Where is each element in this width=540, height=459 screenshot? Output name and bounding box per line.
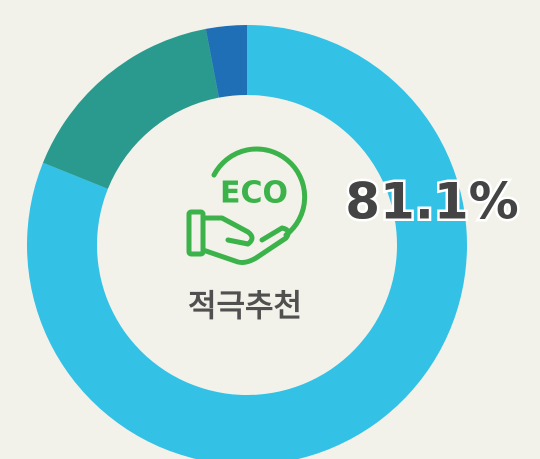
icon-text: ECO bbox=[220, 176, 288, 211]
icon-hand bbox=[200, 215, 291, 265]
slice bbox=[205, 25, 247, 98]
eco-icon bbox=[186, 146, 308, 265]
slice bbox=[27, 25, 467, 459]
icon-cuff bbox=[186, 209, 206, 257]
slices bbox=[27, 25, 467, 459]
icon-circle bbox=[211, 146, 308, 238]
slice bbox=[42, 28, 219, 189]
center-label: 적극추천 bbox=[188, 289, 302, 325]
value-label: 81.1% bbox=[345, 173, 518, 231]
